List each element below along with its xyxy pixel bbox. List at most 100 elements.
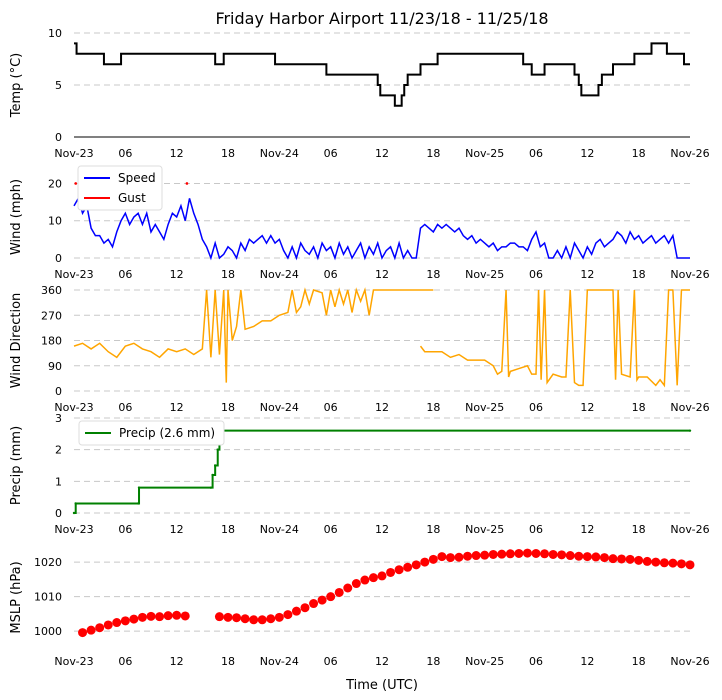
y-tick-label: 0 xyxy=(55,131,62,144)
x-tick-label: 06 xyxy=(118,268,132,281)
mslp-point xyxy=(266,614,276,624)
temp-line xyxy=(74,42,690,107)
y-axis-label: Wind Direction xyxy=(9,293,24,389)
direction-line xyxy=(73,287,434,383)
mslp-point xyxy=(317,595,327,605)
y-tick-label: 10 xyxy=(48,215,62,228)
panel-2: 0 90 180 270 360 Wind Direction Nov-23 06 12 18 No… xyxy=(9,284,710,414)
x-tick-label: Nov-23 xyxy=(54,401,93,414)
mslp-point xyxy=(582,552,592,562)
mslp-point xyxy=(368,573,378,583)
x-tick-label: 06 xyxy=(324,147,338,160)
mslp-point xyxy=(497,549,507,559)
x-tick-label: Nov-25 xyxy=(465,268,504,281)
mslp-point xyxy=(634,555,644,565)
y-axis-label: Precip (mm) xyxy=(9,426,24,505)
y-axis-label: Temp (°C) xyxy=(9,53,24,119)
mslp-point xyxy=(334,587,344,597)
precip-marker xyxy=(213,464,217,467)
y-tick-label: 1010 xyxy=(34,591,62,604)
mslp-point xyxy=(411,560,421,570)
x-tick-label: 18 xyxy=(221,401,235,414)
x-tick-label: 06 xyxy=(529,523,543,536)
mslp-point xyxy=(103,620,113,630)
mslp-point xyxy=(283,610,293,620)
mslp-point xyxy=(360,575,370,585)
x-tick-label: 12 xyxy=(375,523,389,536)
y-tick-label: 3 xyxy=(55,412,62,425)
x-tick-label: Nov-23 xyxy=(54,147,93,160)
mslp-point xyxy=(95,623,105,633)
x-tick-label: Nov-23 xyxy=(54,655,93,668)
mslp-point xyxy=(574,551,584,561)
x-tick-label: Nov-25 xyxy=(465,401,504,414)
mslp-point xyxy=(394,565,404,575)
x-tick-label: Nov-24 xyxy=(260,655,299,668)
mslp-point xyxy=(651,557,661,567)
x-tick-label: 06 xyxy=(324,523,338,536)
precip-marker xyxy=(209,486,213,489)
panel-0: 0 5 10 Temp (°C) Nov-23 06 12 18 Nov-24 06 12 18 Nov… xyxy=(9,27,710,160)
x-tick-label: 12 xyxy=(580,401,594,414)
x-tick-label: 12 xyxy=(375,401,389,414)
legend-label: Gust xyxy=(118,191,146,205)
mslp-point xyxy=(445,553,455,563)
gust-point xyxy=(74,182,78,185)
y-tick-label: 1000 xyxy=(34,625,62,638)
mslp-point xyxy=(274,612,284,622)
mslp-point xyxy=(172,610,182,620)
x-tick-label: 18 xyxy=(221,523,235,536)
x-tick-label: 06 xyxy=(118,401,132,414)
x-tick-label: 12 xyxy=(580,655,594,668)
mslp-point xyxy=(137,612,147,622)
mslp-point xyxy=(214,612,224,622)
x-tick-label: Nov-25 xyxy=(465,523,504,536)
mslp-point xyxy=(617,554,627,564)
x-tick-label: 12 xyxy=(580,147,594,160)
precip-marker xyxy=(74,502,77,505)
y-tick-label: 0 xyxy=(55,385,62,398)
direction-2-line xyxy=(419,289,690,388)
x-axis-label: Time (UTC) xyxy=(345,678,418,693)
mslp-point xyxy=(540,549,550,559)
x-tick-label: Nov-25 xyxy=(465,147,504,160)
mslp-point xyxy=(300,603,310,613)
mslp-point xyxy=(403,562,413,572)
y-tick-label: 1020 xyxy=(34,556,62,569)
mslp-point xyxy=(608,554,618,564)
x-tick-label: 18 xyxy=(632,401,646,414)
mslp-point xyxy=(420,557,430,567)
mslp-point xyxy=(78,628,88,638)
mslp-point xyxy=(659,558,669,568)
y-tick-label: 90 xyxy=(48,360,62,373)
mslp-point xyxy=(155,612,165,622)
x-tick-label: 18 xyxy=(221,268,235,281)
precip-marker xyxy=(72,511,76,515)
mslp-point xyxy=(146,611,156,621)
x-tick-label: Nov-26 xyxy=(670,147,709,160)
x-tick-label: 12 xyxy=(375,655,389,668)
y-tick-label: 0 xyxy=(55,252,62,265)
x-tick-label: 18 xyxy=(632,147,646,160)
mslp-point xyxy=(557,550,567,560)
mslp-point xyxy=(676,559,686,569)
x-tick-label: 18 xyxy=(426,147,440,160)
x-tick-label: 18 xyxy=(221,655,235,668)
x-tick-label: 12 xyxy=(170,655,184,668)
mslp-point xyxy=(565,551,575,561)
mslp-point xyxy=(386,567,396,577)
x-tick-label: 18 xyxy=(632,268,646,281)
mslp-point xyxy=(437,552,447,562)
mslp-point xyxy=(351,579,361,589)
x-tick-label: Nov-24 xyxy=(260,268,299,281)
x-tick-label: 12 xyxy=(170,147,184,160)
x-tick-label: Nov-26 xyxy=(670,523,709,536)
x-tick-label: 06 xyxy=(118,655,132,668)
x-tick-label: 12 xyxy=(170,401,184,414)
x-tick-label: 18 xyxy=(426,523,440,536)
x-tick-label: 06 xyxy=(529,268,543,281)
x-tick-label: Nov-26 xyxy=(670,401,709,414)
mslp-point xyxy=(309,599,319,609)
